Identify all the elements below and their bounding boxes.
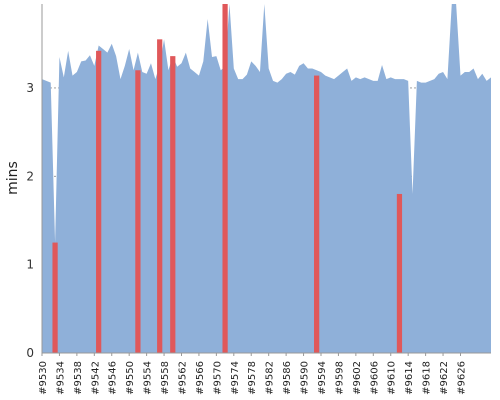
highlight-bar-9543 <box>96 50 102 353</box>
x-tick-labels: #9530 #9534 #9538 #9542 #9546 #9550 #9554 #9558… <box>38 353 467 395</box>
x-tick-label: #9614 <box>404 361 415 395</box>
x-tick-label: #9566 <box>195 361 206 395</box>
x-tick-label: #9530 <box>38 361 49 395</box>
x-tick-label: #9574 <box>230 361 241 395</box>
x-tick-label: #9582 <box>265 361 276 395</box>
x-tick-label: #9550 <box>125 361 136 395</box>
x-tick-label: #9626 <box>456 361 467 395</box>
x-tick-label: #9606 <box>369 361 380 395</box>
x-tick-label: #9562 <box>177 361 188 395</box>
x-tick-label: #9534 <box>55 361 66 395</box>
y-axis-label: mins <box>5 161 21 195</box>
area-series <box>42 4 491 353</box>
x-tick-label: #9598 <box>334 361 345 395</box>
y-tick-label: 0 <box>26 346 34 360</box>
x-tick-label: #9586 <box>282 361 293 395</box>
highlight-bar-9533 <box>52 242 58 353</box>
axes <box>41 4 491 354</box>
highlight-bars <box>52 4 403 354</box>
x-tick-label: #9578 <box>247 361 258 395</box>
x-tick-label: #9554 <box>143 361 154 395</box>
x-tick-label: #9546 <box>108 361 119 395</box>
y-tick-label: 3 <box>26 81 34 95</box>
highlight-bar-9572 <box>222 4 228 353</box>
x-tick-label: #9558 <box>160 361 171 395</box>
x-tick-label: #9622 <box>439 361 450 395</box>
y-tick-label: 1 <box>26 258 34 272</box>
x-tick-label: #9618 <box>422 361 433 395</box>
highlight-bar-9612 <box>396 193 403 353</box>
x-tick-label: #9590 <box>300 361 311 395</box>
highlight-bar-9560 <box>170 56 176 353</box>
x-tick-label: #9610 <box>387 361 398 395</box>
x-tick-label: #9594 <box>317 361 328 395</box>
highlight-bar-9552 <box>135 70 141 354</box>
y-tick-label: 2 <box>26 169 34 183</box>
x-tick-label: #9602 <box>352 361 363 395</box>
area-fill <box>42 4 491 353</box>
x-tick-label: #9538 <box>73 361 84 395</box>
y-tick-labels: 0 1 2 3 <box>26 81 34 360</box>
highlight-bar-9593 <box>314 75 320 353</box>
x-tick-label: #9570 <box>212 361 223 395</box>
highlight-bar-9557 <box>157 39 163 354</box>
x-tick-label: #9542 <box>90 361 101 395</box>
